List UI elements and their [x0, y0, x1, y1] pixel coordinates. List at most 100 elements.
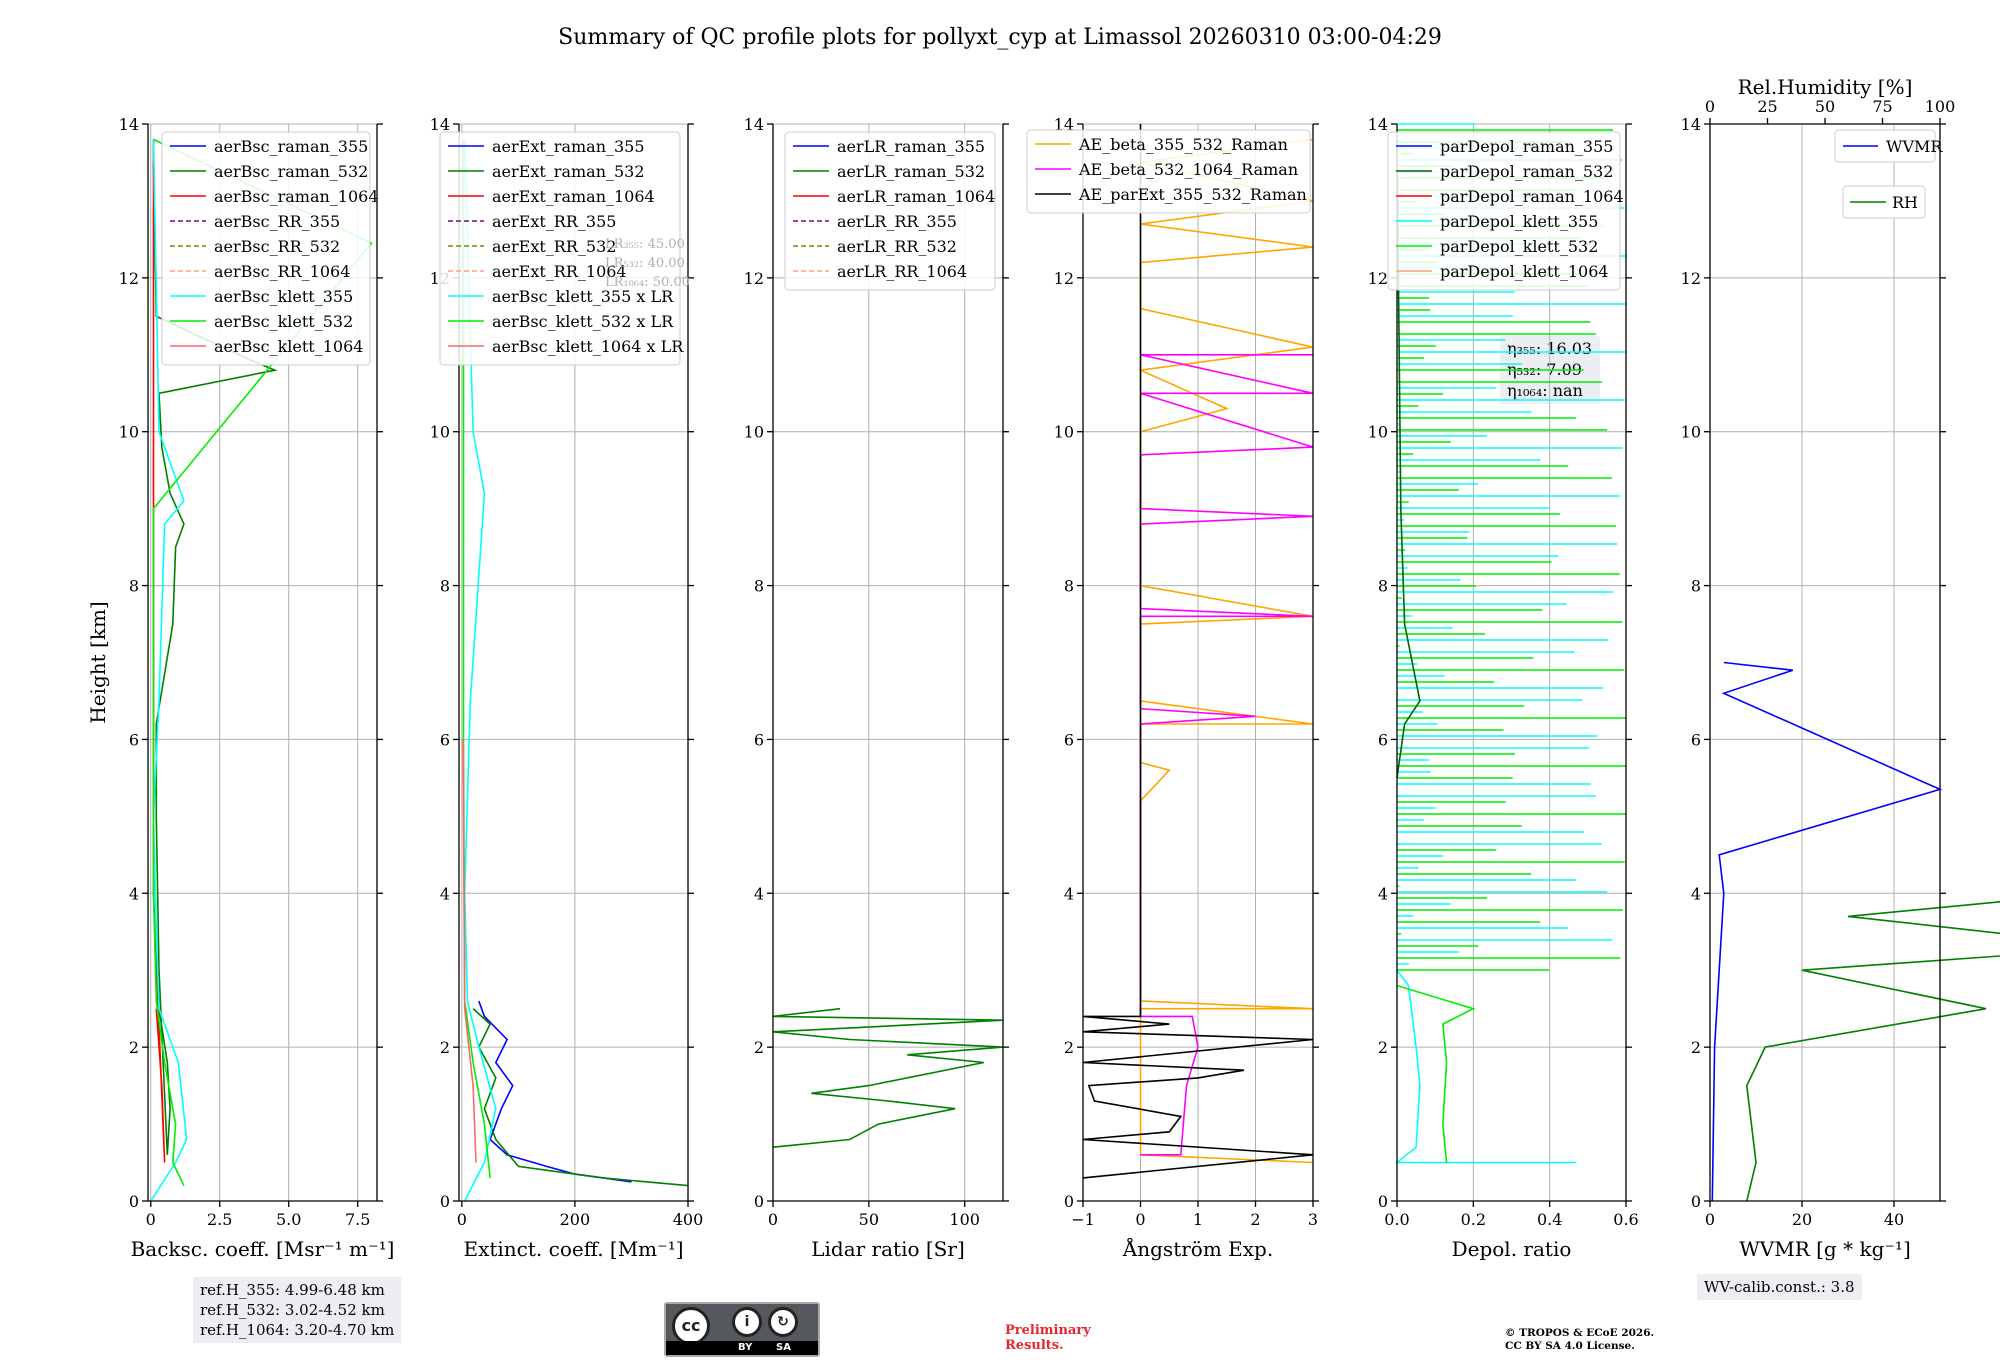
- legend-label: aerLR_raman_1064: [837, 187, 995, 206]
- copyright-note: © TROPOS & ECoE 2026. CC BY SA 4.0 Licen…: [1505, 1327, 1654, 1353]
- legend-label: parDepol_klett_532: [1440, 237, 1598, 256]
- legend-label: aerBsc_klett_355: [214, 287, 353, 306]
- y-tick-label: 8: [1691, 577, 1701, 596]
- legend-label: aerBsc_klett_532 x LR: [492, 312, 674, 331]
- x2-tick-label: 50: [1815, 97, 1835, 116]
- panel-2: 024681012140200400Extinct. coeff. [Mm⁻¹]…: [430, 115, 704, 1261]
- y-tick-label: 10: [1368, 423, 1388, 442]
- cc-strip: [666, 1341, 818, 1355]
- legend-box: [1387, 131, 1621, 291]
- y-tick-label: 2: [440, 1038, 450, 1057]
- legend-label: aerLR_raman_532: [837, 162, 985, 181]
- legend-box: [784, 131, 996, 291]
- lr-annotation: LR₅₃₂: 40.00: [605, 256, 685, 271]
- series-AE_parExt_355_532_Raman: [1082, 124, 1314, 1179]
- y-tick-label: 4: [1378, 884, 1388, 903]
- cc-logo-icon: cc: [672, 1307, 710, 1345]
- ref-height-532: ref.H_532: 3.02-4.52 km: [200, 1301, 385, 1319]
- legend-label: aerLR_raman_355: [837, 137, 985, 156]
- preliminary-line-2: Results.: [1005, 1338, 1064, 1353]
- x-tick-label: 0: [1135, 1210, 1145, 1229]
- legend-label: aerBsc_raman_355: [214, 137, 368, 156]
- y-tick-label: 12: [1681, 269, 1701, 288]
- legend-label: aerBsc_RR_1064: [214, 262, 350, 281]
- x-tick-label: 40: [1884, 1210, 1904, 1229]
- y-tick-label: 14: [430, 115, 450, 134]
- y-tick-label: 0: [754, 1192, 764, 1211]
- legend-label: aerBsc_klett_532: [214, 312, 353, 331]
- x2-tick-label: 0: [1705, 97, 1715, 116]
- series-aerExt_raman_532: [472, 1008, 689, 1187]
- ref-height-355: ref.H_355: 4.99-6.48 km: [200, 1281, 385, 1299]
- y-tick-label: 2: [1064, 1038, 1074, 1057]
- series-parDepol_raman_532: [1396, 139, 1421, 779]
- x2-axis-label: Rel.Humidity [%]: [1738, 75, 1913, 99]
- legend-label: aerLR_RR_532: [837, 237, 957, 256]
- x-tick-label: 0.4: [1537, 1210, 1562, 1229]
- x-tick-label: 0: [457, 1210, 467, 1229]
- legend-label: parDepol_klett_1064: [1440, 262, 1609, 281]
- x-tick-label: 20: [1792, 1210, 1812, 1229]
- x-tick-label: −1: [1071, 1210, 1095, 1229]
- y-tick-label: 4: [1691, 884, 1701, 903]
- y-tick-label: 10: [119, 423, 139, 442]
- x-tick-label: 1: [1193, 1210, 1203, 1229]
- legend-label: RH: [1892, 193, 1918, 212]
- y-tick-label: 6: [754, 730, 764, 749]
- x-axis-label: WVMR [g * kg⁻¹]: [1739, 1237, 1911, 1261]
- ref-height-1064: ref.H_1064: 3.20-4.70 km: [200, 1321, 395, 1339]
- x-tick-label: 0.2: [1461, 1210, 1486, 1229]
- x-axis-label: Backsc. coeff. [Msr⁻¹ m⁻¹]: [131, 1237, 395, 1261]
- legend-label: aerExt_raman_1064: [492, 187, 655, 206]
- y-tick-label: 10: [1054, 423, 1074, 442]
- cc-by-label: BY: [738, 1342, 753, 1353]
- y-tick-label: 12: [1054, 269, 1074, 288]
- series-aerLR_raman_532: [772, 1007, 1004, 1148]
- legend-label: aerExt_RR_1064: [492, 262, 627, 281]
- legend-label: aerBsc_klett_355 x LR: [492, 287, 674, 306]
- y-tick-label: 8: [129, 577, 139, 596]
- by-person-icon: i: [732, 1307, 762, 1337]
- legend-label: parDepol_raman_1064: [1440, 187, 1624, 206]
- lr-annotation: LR₁₀₆₄: 50.00: [605, 275, 690, 290]
- y-tick-label: 2: [1378, 1038, 1388, 1057]
- legend-label: aerBsc_klett_1064 x LR: [492, 337, 684, 356]
- wv-calib-const: WV-calib.const.: 3.8: [1704, 1278, 1855, 1296]
- y-tick-label: 0: [1691, 1192, 1701, 1211]
- figure-title: Summary of QC profile plots for pollyxt_…: [558, 25, 1442, 50]
- y-tick-label: 10: [430, 423, 450, 442]
- series-aerBsc_klett_1064 x LR: [462, 739, 477, 1163]
- wv-calib-box: WV-calib.const.: 3.8: [1697, 1274, 1862, 1300]
- cc-license-badge: cc i ↻ BY SA: [664, 1302, 820, 1357]
- legend-label: aerExt_RR_532: [492, 237, 616, 256]
- y-tick-label: 14: [119, 115, 139, 134]
- legend-label: AE_beta_355_532_Raman: [1078, 135, 1288, 154]
- eta-annotation: η₁₀₆₄: nan: [1507, 381, 1583, 400]
- series-aerBsc_raman_532: [152, 162, 278, 1155]
- panel-5: 0 2 4 6 8 10 12 14 0.0 0.2 0.4 0.6 Depol. ratio parDe…: [1368, 115, 1639, 1261]
- series-aerBsc_raman_1064: [152, 139, 166, 1163]
- lr-annotation: LR₃₅₅: 45.00: [605, 237, 685, 252]
- x-tick-label: 0: [146, 1210, 156, 1229]
- cc-sa-label: SA: [776, 1342, 791, 1353]
- legend-label: AE_parExt_355_532_Raman: [1078, 185, 1307, 204]
- x-tick-label: 0.0: [1384, 1210, 1409, 1229]
- y-tick-label: 4: [1064, 884, 1074, 903]
- y-tick-label: 10: [1681, 423, 1701, 442]
- legend-label: aerBsc_klett_1064: [214, 337, 363, 356]
- y-tick-label: 2: [754, 1038, 764, 1057]
- y-tick-label: 12: [119, 269, 139, 288]
- y-tick-label: 0: [440, 1192, 450, 1211]
- copyright-line-2: CC BY SA 4.0 License.: [1505, 1340, 1635, 1352]
- legend-label: aerLR_RR_1064: [837, 262, 967, 281]
- y-tick-label: 14: [1368, 115, 1388, 134]
- y-tick-label: 6: [129, 730, 139, 749]
- y-tick-label: 14: [1681, 115, 1701, 134]
- series-aerBsc_klett_355 x LR: [463, 139, 497, 1202]
- x-tick-label: 2: [1250, 1210, 1260, 1229]
- y-tick-label: 10: [744, 423, 764, 442]
- y-tick-label: 0: [1378, 1192, 1388, 1211]
